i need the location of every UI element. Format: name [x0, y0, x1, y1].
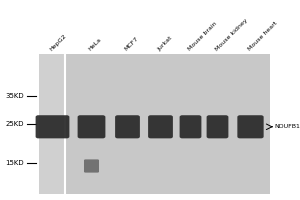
FancyBboxPatch shape	[39, 54, 64, 194]
FancyBboxPatch shape	[148, 115, 173, 138]
FancyBboxPatch shape	[180, 115, 201, 138]
Text: 25KD: 25KD	[5, 121, 24, 127]
FancyBboxPatch shape	[207, 115, 228, 138]
FancyBboxPatch shape	[78, 115, 105, 138]
Text: HeLa: HeLa	[88, 37, 103, 52]
FancyBboxPatch shape	[115, 115, 140, 138]
FancyBboxPatch shape	[36, 115, 69, 138]
Text: MCF7: MCF7	[124, 36, 140, 52]
FancyBboxPatch shape	[84, 159, 99, 173]
Text: Mouse heart: Mouse heart	[247, 21, 278, 52]
FancyBboxPatch shape	[237, 115, 264, 138]
Text: 15KD: 15KD	[5, 160, 24, 166]
Text: NDUFB10: NDUFB10	[274, 124, 300, 129]
Text: Mouse brain: Mouse brain	[187, 21, 218, 52]
Text: HepG2: HepG2	[49, 33, 68, 52]
Text: Mouse kidney: Mouse kidney	[214, 18, 248, 52]
Text: Jurkat: Jurkat	[157, 35, 174, 52]
FancyBboxPatch shape	[64, 54, 270, 194]
Text: 35KD: 35KD	[5, 93, 24, 99]
